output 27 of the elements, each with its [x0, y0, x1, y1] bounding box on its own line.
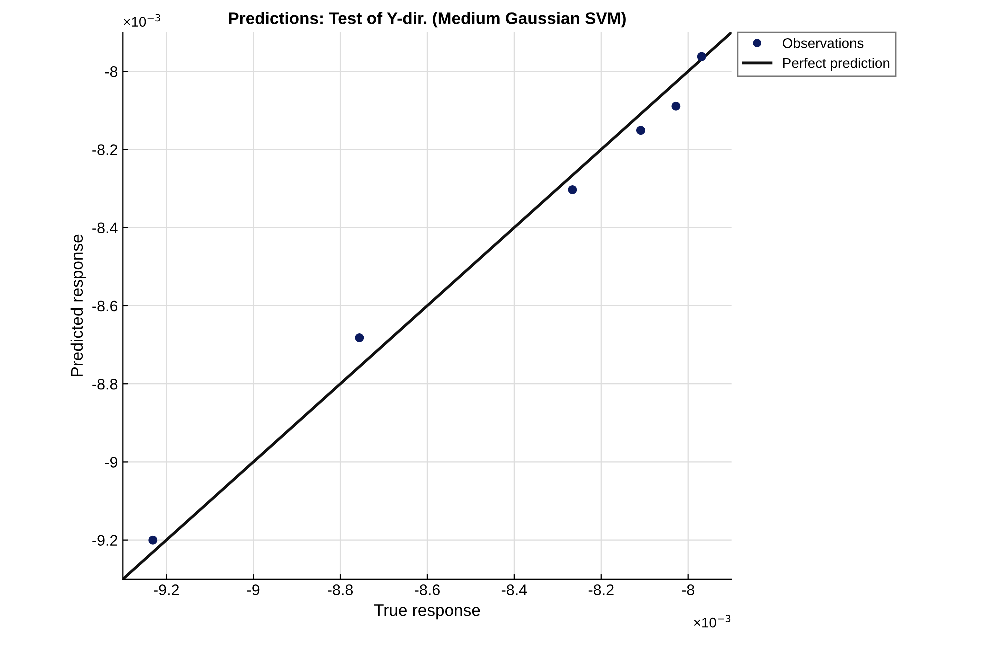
x-tick-label: -8.8	[328, 584, 354, 596]
y-tick-label: -8.4	[92, 222, 118, 234]
x-tick-label: -8.4	[502, 584, 528, 596]
chart-title: Predictions: Test of Y-dir. (Medium Gaussian SVM)	[229, 12, 626, 28]
y-tick-label: -8.6	[92, 300, 118, 312]
point	[148, 536, 158, 545]
x-axis-title: True response	[374, 604, 480, 620]
x-tick-label: -8.2	[588, 584, 614, 596]
y-tick-label: -8.2	[92, 144, 118, 156]
y-tick-label: -9	[105, 457, 118, 468]
point	[636, 126, 646, 136]
x-tick-label: -9	[247, 584, 260, 596]
point	[672, 102, 681, 111]
x-tick-label: -8.6	[415, 584, 440, 596]
x-tick-label: -9.2	[154, 584, 180, 596]
y-axis-title: Predicted response	[70, 234, 86, 376]
y-tick-label: -8	[105, 66, 118, 78]
point	[568, 185, 578, 194]
point	[697, 52, 706, 62]
text: ×10$^{−3}$	[694, 615, 731, 628]
legend-label: Observations	[783, 38, 864, 48]
point	[355, 334, 364, 342]
legend-label: Perfect prediction	[784, 58, 890, 71]
y-tick-label: -8.8	[92, 378, 118, 390]
y-tick-label: -9.2	[92, 535, 118, 546]
x-tick-label: -8	[682, 584, 694, 596]
text: ×10$^{−3}$	[124, 14, 160, 27]
